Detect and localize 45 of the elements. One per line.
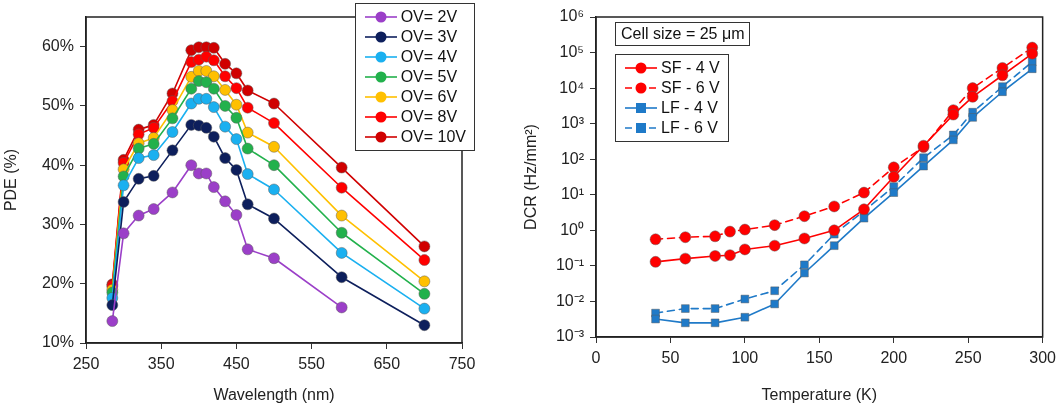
legend-label: OV= 3V [400,28,458,46]
legend-label: OV= 6V [400,88,458,106]
x-tick-label: 750 [448,355,476,373]
legend-label: LF - 4 V [661,99,718,117]
y-tick-label: 50% [41,96,74,114]
x-tick-label: 300 [1029,349,1057,367]
y-tick-label: 30% [41,214,74,232]
x-tick-label: 550 [298,355,326,373]
annotation: Cell size = 25 μm [615,22,751,46]
x-axis-title: Wavelength (nm) [213,385,335,403]
x-tick-label: 350 [147,355,175,373]
y-tick-label: 10⁶ [559,7,584,25]
y-tick-label: 40% [41,155,74,173]
y-tick-label: 10⁴ [559,78,585,96]
y-tick-label: 20% [41,274,74,292]
legend-label: OV= 2V [400,8,458,26]
y-tick-label: 10⁵ [559,42,584,60]
legend-label: OV= 8V [400,108,458,126]
y-axis-title: PDE (%) [2,148,20,212]
legend-label: OV= 5V [400,68,458,86]
y-tick-label: 10% [41,333,74,351]
y-tick-label: 10⁻³ [555,327,585,345]
legend-label: SF - 6 V [661,79,720,97]
y-tick-label: 10⁻¹ [555,256,584,274]
x-tick-label: 50 [661,349,680,367]
x-tick-label: 250 [72,355,100,373]
y-tick-label: 10³ [560,114,585,132]
y-tick-label: 10² [560,149,585,167]
x-tick-label: 150 [805,349,833,367]
legend-label: LF - 6 V [661,119,718,137]
legend-label: OV= 10V [400,128,466,146]
y-tick-label: 60% [41,37,74,55]
x-tick-label: 250 [954,349,982,367]
y-tick-label: 10⁰ [560,220,584,238]
y-tick-label: 10¹ [560,185,584,203]
y-axis-title: DCR (Hz/mm²) [522,124,540,230]
x-tick-label: 650 [373,355,401,373]
x-tick-label: 100 [731,349,759,367]
legend-label: OV= 4V [400,48,458,66]
y-tick-label: 10⁻² [555,291,585,309]
x-tick-label: 200 [880,349,908,367]
x-tick-label: 450 [223,355,250,373]
x-tick-label: 0 [591,349,601,367]
x-axis-title: Temperature (K) [761,385,878,403]
legend-label: SF - 4 V [661,59,720,77]
